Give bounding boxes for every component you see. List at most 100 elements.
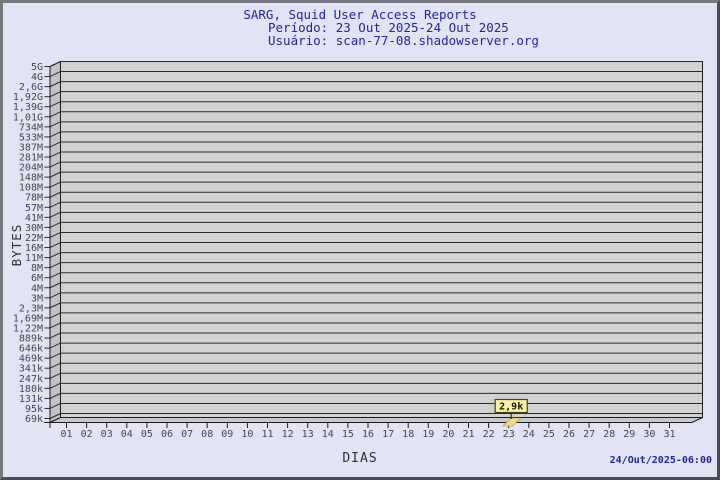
y-tick-label: 2,6G xyxy=(19,82,43,93)
x-tick-label: 18 xyxy=(402,429,414,440)
y-tick-diagonal xyxy=(49,362,61,369)
y-tick-diagonal xyxy=(49,111,61,118)
y-tick-diagonal xyxy=(49,402,61,409)
y-tick-diagonal xyxy=(49,201,61,208)
x-tick-label: 15 xyxy=(342,429,354,440)
y-tick-diagonal xyxy=(49,232,61,238)
y-tick-diagonal xyxy=(49,242,61,248)
x-tick-label: 28 xyxy=(603,429,615,440)
y-tick-diagonal xyxy=(49,342,61,349)
x-tick-label: 19 xyxy=(422,429,434,440)
y-tick-label: 6M xyxy=(31,273,43,284)
y-tick-diagonal xyxy=(49,322,61,329)
y-axis-title: BYTES xyxy=(9,223,24,267)
y-tick-diagonal xyxy=(49,151,61,158)
x-tick-label: 12 xyxy=(282,429,294,440)
y-tick-diagonal xyxy=(49,262,61,269)
y-tick-label: 1,39G xyxy=(13,102,43,113)
y-tick-diagonal xyxy=(49,382,61,389)
y-tick-label: 204M xyxy=(19,163,43,174)
x-tick-label: 07 xyxy=(181,429,193,440)
y-tick-label: 4G xyxy=(31,72,43,83)
x-tick-label: 04 xyxy=(121,429,133,440)
y-tick-label: 16M xyxy=(25,243,43,254)
x-tick-label: 16 xyxy=(362,429,374,440)
x-tick-label: 24 xyxy=(523,429,535,440)
y-tick-label: 11M xyxy=(25,253,43,264)
x-tick-label: 03 xyxy=(101,429,113,440)
plot-area xyxy=(60,61,703,418)
x-tick-label: 21 xyxy=(462,429,474,440)
x-tick-label: 06 xyxy=(161,429,173,440)
y-tick-diagonal xyxy=(49,121,61,128)
report-title: SARG, Squid User Access Reports xyxy=(243,7,477,22)
x-tick-label: 09 xyxy=(221,429,233,440)
x-tick-label: 17 xyxy=(382,429,394,440)
y-tick-diagonal xyxy=(49,352,61,359)
x-tick-label: 27 xyxy=(583,429,595,440)
report-user: Usuário: scan-77-08.shadowserver.org xyxy=(268,33,539,48)
y-tick-label: 148M xyxy=(19,173,43,184)
y-tick-label: 1,22M xyxy=(13,323,43,334)
y-tick-diagonal xyxy=(49,312,61,319)
x-tick-label: 29 xyxy=(623,429,635,440)
y-tick-diagonal xyxy=(49,272,61,279)
x-tick-label: 23 xyxy=(503,429,515,440)
y-tick-diagonal xyxy=(49,191,61,198)
x-tick-label: 30 xyxy=(643,429,655,440)
y-tick-diagonal xyxy=(49,101,61,108)
x-tick-label: 08 xyxy=(201,429,213,440)
x-tick-label: 01 xyxy=(60,429,72,440)
y-tick-label: 95k xyxy=(25,404,43,415)
y-tick-label: 1,69M xyxy=(13,313,43,324)
y-tick-label: 3M xyxy=(31,293,43,304)
y-tick-diagonal xyxy=(49,252,61,259)
y-tick-label: 5G xyxy=(31,62,43,73)
y-tick-label: 1,01G xyxy=(13,112,43,123)
y-tick-diagonal xyxy=(49,181,61,188)
x-tick-label: 14 xyxy=(322,429,334,440)
y-tick-diagonal xyxy=(49,211,61,218)
y-tick-diagonal xyxy=(49,81,61,88)
y-tick-label: 78M xyxy=(25,193,43,204)
x-tick-label: 25 xyxy=(543,429,555,440)
y-tick-label: 4M xyxy=(31,283,43,294)
y-tick-label: 387M xyxy=(19,142,43,153)
y-tick-label: 281M xyxy=(19,153,43,164)
y-tick-diagonal xyxy=(49,71,61,78)
x-axis-title: DIAS xyxy=(342,451,378,466)
x-tick-label: 10 xyxy=(241,429,253,440)
y-tick-label: 108M xyxy=(19,183,43,194)
y-tick-diagonal xyxy=(49,91,61,98)
y-tick-diagonal xyxy=(49,372,61,379)
chart-floor xyxy=(49,417,703,423)
y-tick-label: 533M xyxy=(19,132,43,143)
y-tick-label: 247k xyxy=(19,374,43,385)
y-tick-label: 341k xyxy=(19,364,43,375)
y-tick-label: 57M xyxy=(25,203,43,214)
y-tick-diagonal xyxy=(49,292,61,299)
y-tick-diagonal xyxy=(49,171,61,178)
y-tick-label: 69k xyxy=(25,414,43,425)
y-tick-label: 734M xyxy=(19,122,43,133)
y-tick-label: 30M xyxy=(25,223,43,234)
x-tick-label: 05 xyxy=(141,429,153,440)
y-tick-diagonal xyxy=(49,413,61,419)
x-tick-label: 22 xyxy=(483,429,495,440)
y-tick-label: 180k xyxy=(19,384,43,395)
y-tick-label: 41M xyxy=(25,213,43,224)
y-tick-label: 646k xyxy=(19,344,43,355)
x-tick-label: 20 xyxy=(442,429,454,440)
y-tick-label: 889k xyxy=(19,334,43,345)
y-tick-label: 131k xyxy=(19,394,43,405)
y-tick-diagonal xyxy=(49,61,61,67)
x-tick-label: 13 xyxy=(302,429,314,440)
y-tick-label: 1,92G xyxy=(13,92,43,103)
x-tick-label: 11 xyxy=(261,429,273,440)
y-tick-diagonal xyxy=(49,282,61,289)
bar-day-23 xyxy=(501,417,522,427)
y-tick-diagonal xyxy=(49,141,61,148)
x-tick-label: 31 xyxy=(663,429,675,440)
